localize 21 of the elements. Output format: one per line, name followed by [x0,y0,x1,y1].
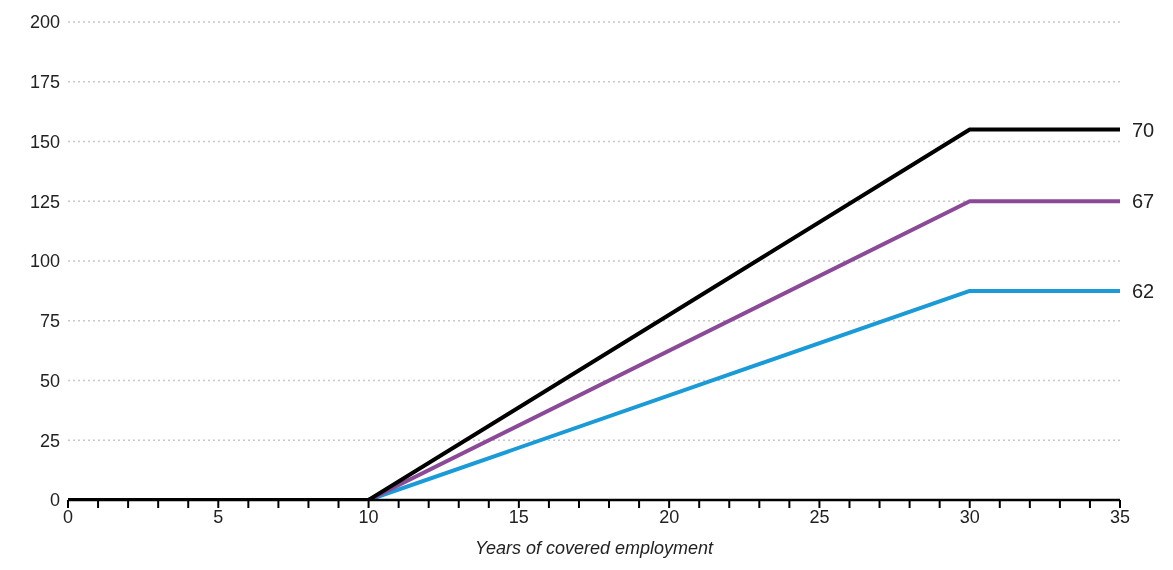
y-tick-label: 200 [29,12,60,33]
x-tick-label: 0 [62,506,74,527]
x-axis-title: Years of covered employment [474,538,715,558]
y-tick-label: 150 [29,131,60,152]
x-tick-label: 5 [213,506,224,527]
series-label: 70 [1132,118,1155,141]
x-tick-label: 25 [809,506,830,527]
x-tick-label: 20 [659,506,680,527]
x-tick-label: 10 [358,506,379,527]
y-tick-label: 175 [29,72,60,93]
x-tick-label: 30 [959,506,980,527]
y-tick-label: 50 [39,370,60,391]
y-tick-label: 100 [29,251,60,272]
x-tick-label: 15 [508,506,529,527]
y-tick-label: 75 [39,311,60,332]
series-label: 62 [1132,279,1155,302]
series-label: 67 [1132,190,1155,213]
y-tick-label: 125 [29,191,60,212]
y-tick-label: 25 [39,430,60,451]
y-tick-label: 0 [49,490,60,511]
x-tick-label: 35 [1109,506,1131,527]
